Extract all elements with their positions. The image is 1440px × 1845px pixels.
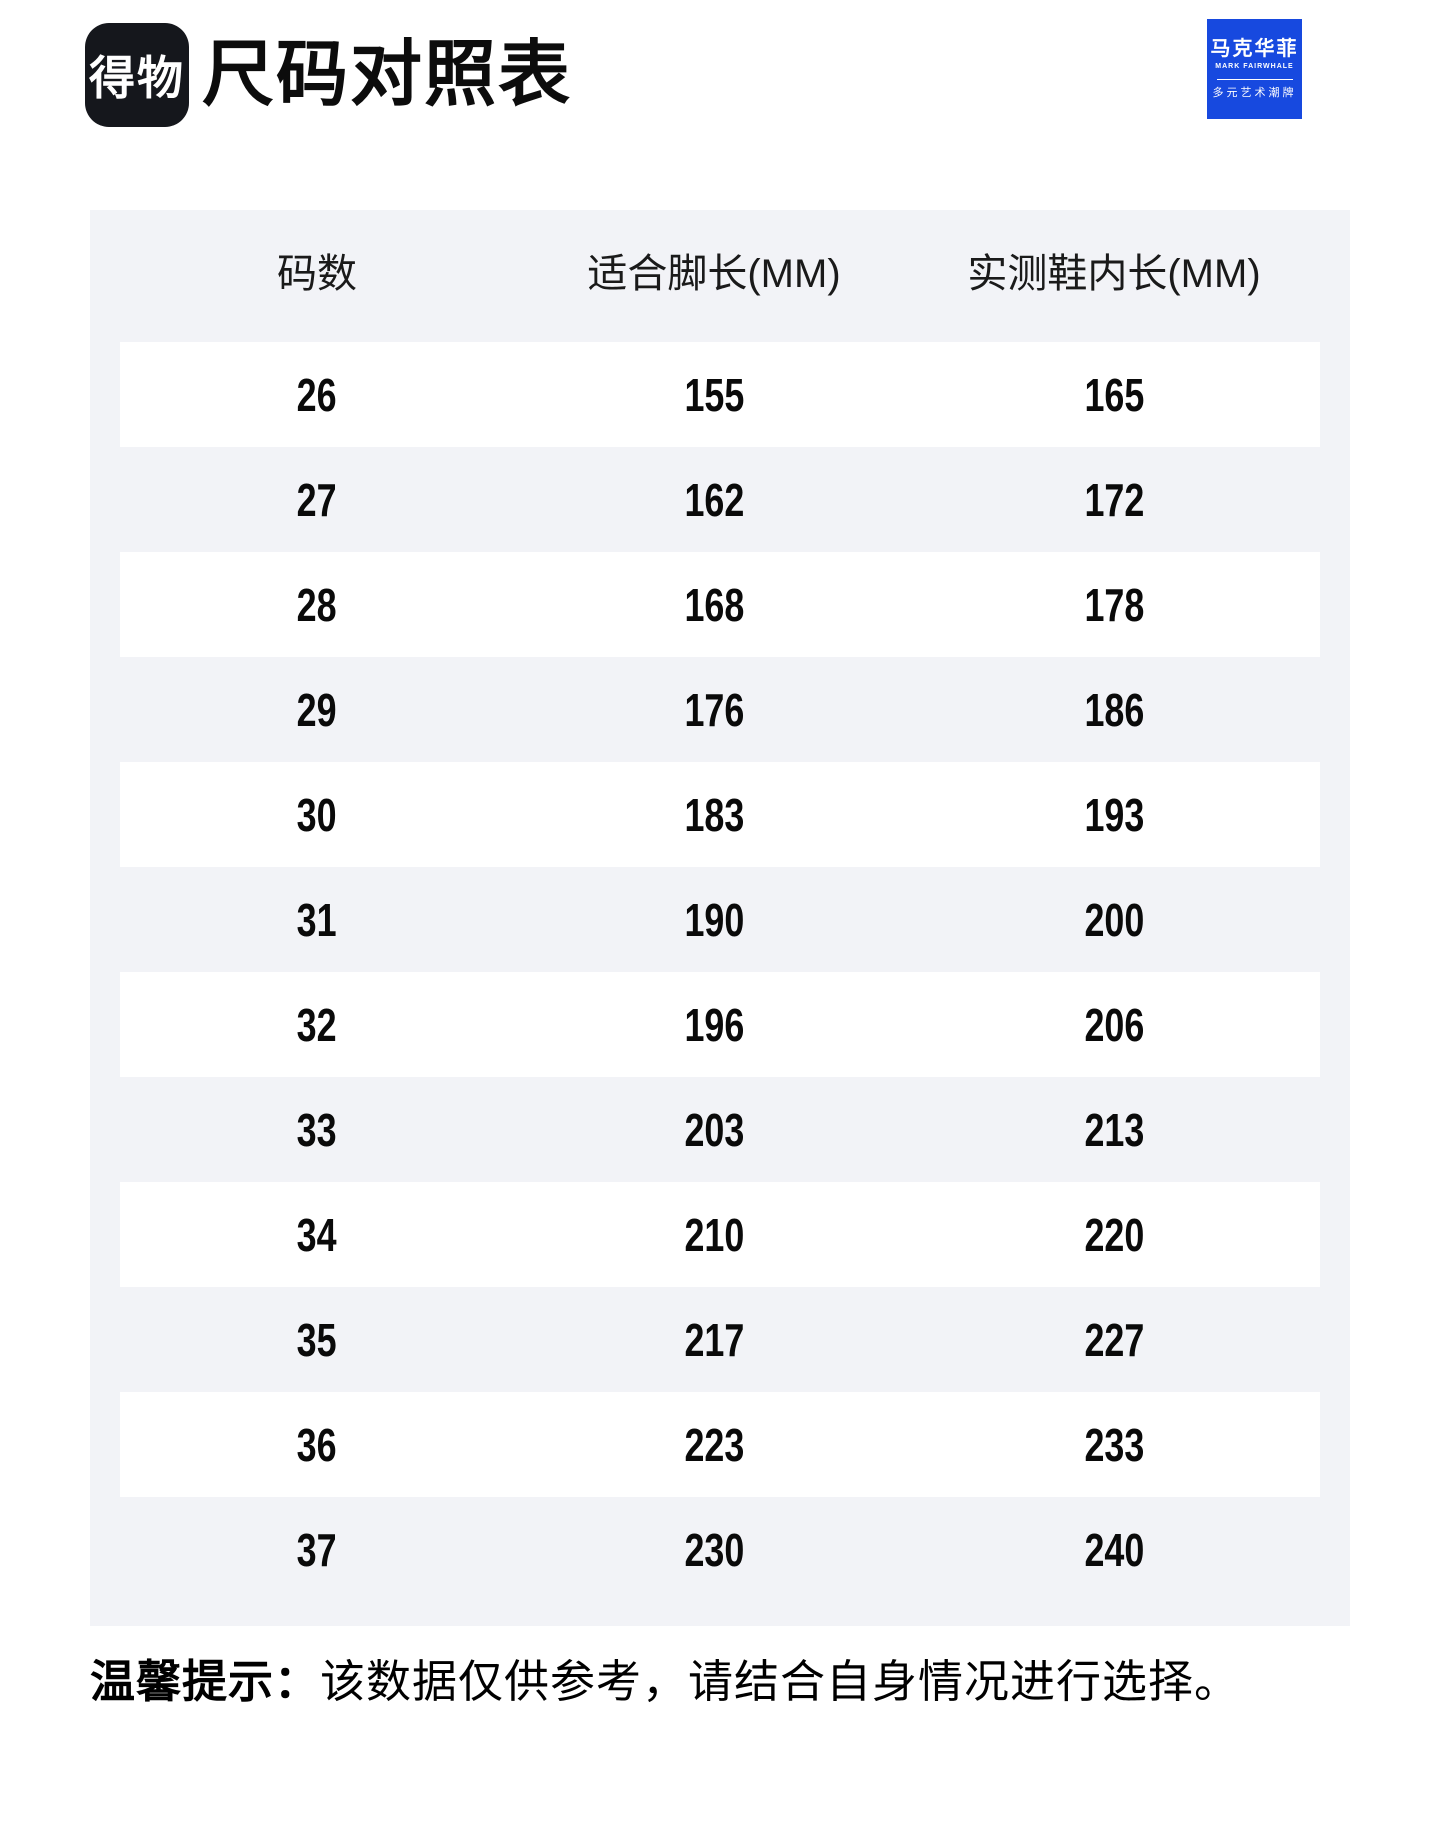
inner-length-cell: 200: [1084, 893, 1144, 946]
page-title: 尺码对照表: [202, 35, 573, 115]
size-cell: 28: [297, 578, 337, 631]
inner-length-cell: 193: [1084, 788, 1144, 841]
table-header-row: 码数 适合脚长(MM) 实测鞋内长(MM): [120, 210, 1320, 342]
note: 温馨提示：该数据仅供参考，请结合自身情况进行选择。: [90, 1645, 1240, 1710]
foot-length-cell: 190: [684, 893, 744, 946]
table-row: 36 223 233: [120, 1392, 1320, 1497]
size-cell: 31: [297, 893, 337, 946]
brand-logo-divider: [1216, 79, 1293, 80]
foot-length-cell: 168: [684, 578, 744, 631]
inner-length-cell: 172: [1084, 473, 1144, 526]
size-cell: 26: [297, 368, 337, 421]
dewu-logo-text: 得物: [89, 52, 185, 104]
inner-length-cell: 165: [1084, 368, 1144, 421]
table-row: 26 155 165: [120, 342, 1320, 447]
inner-length-cell: 213: [1084, 1103, 1144, 1156]
inner-length-cell: 233: [1084, 1418, 1144, 1471]
inner-length-cell: 220: [1084, 1208, 1144, 1261]
foot-length-cell: 210: [684, 1208, 744, 1261]
size-cell: 34: [297, 1208, 337, 1261]
inner-length-cell: 227: [1084, 1313, 1144, 1366]
brand-logo-en: MARK FAIRWHALE: [1215, 63, 1294, 70]
table-row: 37 230 240: [120, 1497, 1320, 1602]
inner-length-cell: 178: [1084, 578, 1144, 631]
size-cell: 29: [297, 683, 337, 736]
size-table-card: 码数 适合脚长(MM) 实测鞋内长(MM) 26 155 165 27 162 …: [90, 210, 1350, 1626]
size-cell: 35: [297, 1313, 337, 1366]
table-row: 32 196 206: [120, 972, 1320, 1077]
foot-length-cell: 155: [684, 368, 744, 421]
table-row: 31 190 200: [120, 867, 1320, 972]
table-row: 28 168 178: [120, 552, 1320, 657]
foot-length-cell: 203: [684, 1103, 744, 1156]
table-row: 35 217 227: [120, 1287, 1320, 1392]
inner-length-cell: 240: [1084, 1523, 1144, 1576]
column-header-size: 码数: [277, 252, 357, 296]
inner-length-cell: 186: [1084, 683, 1144, 736]
foot-length-cell: 162: [684, 473, 744, 526]
brand-logo-tagline: 多元艺术潮牌: [1212, 87, 1297, 99]
table-row: 30 183 193: [120, 762, 1320, 867]
brand-logo: 马克华菲 MARK FAIRWHALE 多元艺术潮牌: [1207, 19, 1302, 119]
note-text: 该数据仅供参考，请结合自身情况进行选择。: [320, 1656, 1241, 1707]
foot-length-cell: 230: [684, 1523, 744, 1576]
table-row: 34 210 220: [120, 1182, 1320, 1287]
note-label: 温馨提示：: [90, 1656, 321, 1707]
size-cell: 36: [297, 1418, 337, 1471]
brand-logo-cn: 马克华菲: [1210, 38, 1299, 60]
table-row: 29 176 186: [120, 657, 1320, 762]
column-header-inner-length: 实测鞋内长(MM): [967, 252, 1261, 296]
size-cell: 30: [297, 788, 337, 841]
size-cell: 27: [297, 473, 337, 526]
dewu-logo: 得物: [85, 23, 189, 127]
size-cell: 37: [297, 1523, 337, 1576]
foot-length-cell: 223: [684, 1418, 744, 1471]
inner-length-cell: 206: [1084, 998, 1144, 1051]
foot-length-cell: 217: [684, 1313, 744, 1366]
table-body: 26 155 165 27 162 172 28 168 178 29 176 …: [120, 342, 1320, 1602]
size-cell: 33: [297, 1103, 337, 1156]
foot-length-cell: 183: [684, 788, 744, 841]
foot-length-cell: 176: [684, 683, 744, 736]
size-cell: 32: [297, 998, 337, 1051]
table-row: 27 162 172: [120, 447, 1320, 552]
column-header-foot-length: 适合脚长(MM): [587, 252, 841, 296]
foot-length-cell: 196: [684, 998, 744, 1051]
table-row: 33 203 213: [120, 1077, 1320, 1182]
